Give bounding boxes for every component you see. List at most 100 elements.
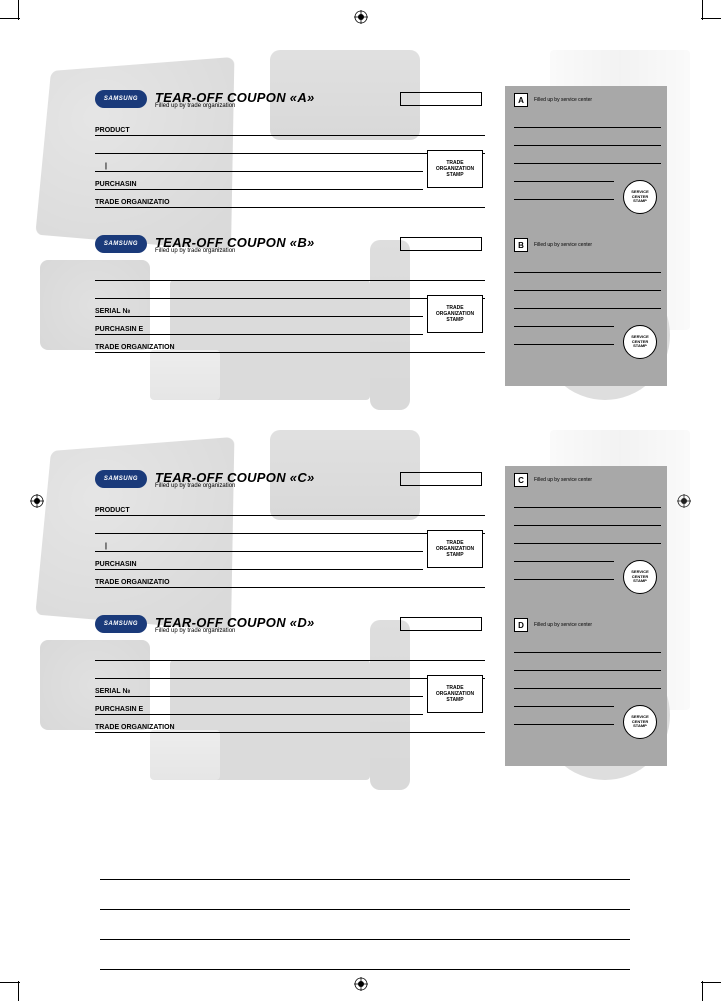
field-trade-org[interactable]: TRADE ORGANIZATION	[95, 715, 485, 733]
stamp-text: STAMP	[633, 199, 647, 203]
crop-mark	[702, 0, 703, 20]
field-serial[interactable]: |	[95, 154, 423, 172]
field-serial[interactable]: SERIAL №	[95, 299, 423, 317]
service-line[interactable]	[514, 255, 661, 273]
field-label: PURCHASIN E	[95, 326, 143, 333]
service-subtitle: Filled up by service center	[534, 477, 592, 483]
registration-mark-icon	[30, 494, 44, 508]
crop-mark	[702, 981, 703, 1001]
field-label: PRODUCT	[95, 507, 130, 514]
service-letter-box: C	[514, 473, 528, 487]
field-label: PURCHASIN	[95, 181, 137, 188]
service-line[interactable]	[514, 273, 661, 291]
service-line[interactable]	[514, 182, 614, 200]
registration-mark-icon	[354, 10, 368, 24]
service-line[interactable]	[514, 128, 661, 146]
coupon-number-box[interactable]	[400, 237, 482, 251]
crop-mark	[18, 981, 19, 1001]
service-line[interactable]	[514, 327, 614, 345]
samsung-logo-icon: SAMSUNG	[95, 235, 147, 253]
trade-stamp-box: TRADE ORGANIZATION STAMP	[427, 675, 483, 713]
field-label: TRADE ORGANIZATIO	[95, 579, 170, 586]
notes-lines	[100, 850, 630, 970]
field-label: TRADE ORGANIZATION	[95, 344, 175, 351]
service-line[interactable]	[514, 562, 614, 580]
field-trade-org[interactable]: TRADE ORGANIZATION	[95, 335, 485, 353]
service-subtitle: Filled up by service center	[534, 622, 592, 628]
field-label: PRODUCT	[95, 127, 130, 134]
stamp-text: STAMP	[633, 724, 647, 728]
field-purchasing[interactable]: PURCHASIN	[95, 552, 423, 570]
registration-mark-icon	[354, 977, 368, 991]
coupon-c: SAMSUNG TEAR-OFF COUPON «C» Filled up by…	[95, 470, 665, 615]
trade-stamp-box: TRADE ORGANIZATION STAMP	[427, 530, 483, 568]
field-product[interactable]	[95, 643, 485, 661]
coupon-number-box[interactable]	[400, 617, 482, 631]
service-line[interactable]	[514, 544, 614, 562]
coupon-number-box[interactable]	[400, 92, 482, 106]
service-line[interactable]	[514, 309, 614, 327]
field-trade-org[interactable]: TRADE ORGANIZATIO	[95, 570, 485, 588]
trade-stamp-box: TRADE ORGANIZATION STAMP	[427, 295, 483, 333]
service-line[interactable]	[514, 291, 661, 309]
service-line[interactable]	[514, 526, 661, 544]
field-label: PURCHASIN E	[95, 706, 143, 713]
crop-mark	[701, 18, 721, 19]
crop-mark	[701, 982, 721, 983]
field-serial[interactable]: SERIAL №	[95, 679, 423, 697]
service-stamp-circle: SERVICE CENTER STAMP	[623, 705, 657, 739]
service-line[interactable]	[514, 490, 661, 508]
service-line[interactable]	[514, 671, 661, 689]
field-label: PURCHASIN	[95, 561, 137, 568]
field-product[interactable]: PRODUCT	[95, 498, 485, 516]
field-serial[interactable]: |	[95, 534, 423, 552]
stamp-text: STAMP	[446, 552, 463, 558]
service-line[interactable]	[514, 508, 661, 526]
note-line[interactable]	[100, 880, 630, 910]
service-subtitle: Filled up by service center	[534, 242, 592, 248]
coupon-number-box[interactable]	[400, 472, 482, 486]
field-product[interactable]: PRODUCT	[95, 118, 485, 136]
crop-mark	[18, 0, 19, 20]
field-label: |	[105, 163, 107, 170]
crop-mark	[0, 18, 20, 19]
field-label: SERIAL №	[95, 308, 130, 315]
service-line[interactable]	[514, 164, 614, 182]
service-subtitle: Filled up by service center	[534, 97, 592, 103]
field-product[interactable]	[95, 263, 485, 281]
stamp-text: STAMP	[633, 344, 647, 348]
samsung-logo-icon: SAMSUNG	[95, 615, 147, 633]
service-line[interactable]	[514, 146, 661, 164]
service-stamp-circle: SERVICE CENTER STAMP	[623, 560, 657, 594]
service-letter-box: B	[514, 238, 528, 252]
service-line[interactable]	[514, 653, 661, 671]
note-line[interactable]	[100, 850, 630, 880]
field-purchasing[interactable]: PURCHASIN E	[95, 697, 423, 715]
field-label: |	[105, 543, 107, 550]
trade-stamp-box: TRADE ORGANIZATION STAMP	[427, 150, 483, 188]
service-letter-box: A	[514, 93, 528, 107]
note-line[interactable]	[100, 910, 630, 940]
crop-mark	[0, 982, 20, 983]
field-label: TRADE ORGANIZATION	[95, 724, 175, 731]
service-line[interactable]	[514, 635, 661, 653]
field-label: SERIAL №	[95, 688, 130, 695]
service-line[interactable]	[514, 707, 614, 725]
note-line[interactable]	[100, 940, 630, 970]
stamp-text: STAMP	[446, 697, 463, 703]
coupon-d: SAMSUNG TEAR-OFF COUPON «D» Filled up by…	[95, 615, 665, 760]
field-purchasing[interactable]: PURCHASIN E	[95, 317, 423, 335]
field-purchasing[interactable]: PURCHASIN	[95, 172, 423, 190]
registration-mark-icon	[677, 494, 691, 508]
stamp-text: STAMP	[446, 172, 463, 178]
service-stamp-circle: SERVICE CENTER STAMP	[623, 325, 657, 359]
service-stamp-circle: SERVICE CENTER STAMP	[623, 180, 657, 214]
coupon-b: SAMSUNG TEAR-OFF COUPON «B» Filled up by…	[95, 235, 665, 380]
service-letter-box: D	[514, 618, 528, 632]
service-line[interactable]	[514, 110, 661, 128]
stamp-text: STAMP	[633, 579, 647, 583]
coupon-a: SAMSUNG TEAR-OFF COUPON «A» Filled up by…	[95, 90, 665, 235]
service-line[interactable]	[514, 689, 614, 707]
field-label: TRADE ORGANIZATIO	[95, 199, 170, 206]
field-trade-org[interactable]: TRADE ORGANIZATIO	[95, 190, 485, 208]
